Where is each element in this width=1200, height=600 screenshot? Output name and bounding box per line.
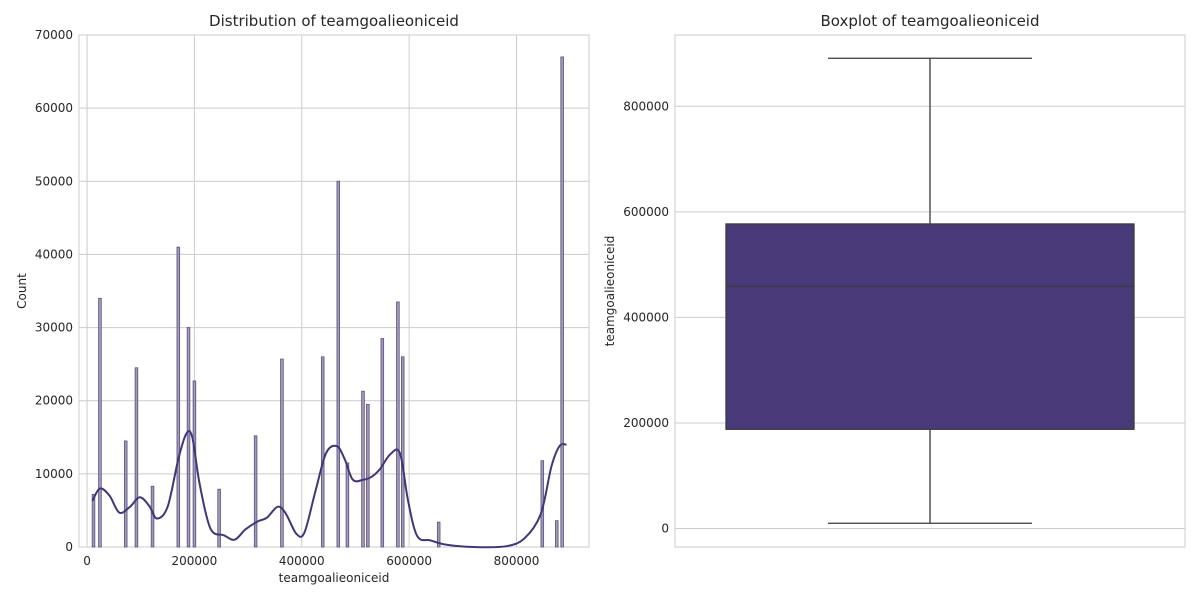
histogram-bar [186,327,191,548]
histogram-bar [192,380,197,548]
y-tick-label: 200000 [623,416,669,430]
boxplot-marks [725,57,1135,524]
iqr-box [725,223,1135,430]
histogram-plot-area [78,34,590,548]
histogram-bar [123,440,128,548]
x-tick-label: 800000 [494,554,540,568]
histogram-bar [253,435,258,548]
x-tick-label: 600000 [386,554,432,568]
histogram-bar [98,297,102,548]
histogram-bar [380,338,385,548]
y-tick-label: 600000 [623,205,669,219]
y-tick-label: 400000 [623,310,669,324]
histogram-bar [150,485,155,548]
y-tick-label: 800000 [623,99,669,113]
histogram-bar [320,356,325,548]
histogram-title: Distribution of teamgoalieoniceid [209,12,459,30]
y-tick-label: 30000 [35,321,73,335]
histogram-bar [436,521,441,548]
histogram-bar [400,356,405,548]
histogram-bar [345,462,350,548]
boxplot-title: Boxplot of teamgoalieoniceid [820,12,1039,30]
histogram-bar [91,493,96,548]
y-tick-label: 20000 [35,394,73,408]
histogram-bar [176,246,181,548]
y-tick-label: 0 [65,540,73,554]
histogram-y-label: Count [15,273,29,309]
histogram-y-ticks: 0 10000 20000 30000 40000 50000 60000 70000 [35,28,73,554]
histogram-gridlines [79,34,589,548]
histogram-bar [560,56,564,548]
x-tick-label: 0 [83,554,91,568]
y-tick-label: 40000 [35,247,73,261]
histogram-bar [134,367,139,548]
y-tick-label: 0 [661,522,669,536]
histogram-panel: 0 200000 400000 600000 800000 0 10000 20000 300… [15,12,590,585]
histogram-bar [217,488,221,548]
x-tick-label: 200000 [172,554,218,568]
histogram-bar [336,180,341,548]
boxplot-y-ticks: 0 200000 400000 600000 800000 [623,99,669,535]
histogram-x-ticks: 0 200000 400000 600000 800000 [83,554,539,568]
y-tick-label: 70000 [35,28,73,42]
histogram-bar [396,301,400,548]
histogram-bar [555,520,559,548]
kde-curve [91,429,567,549]
y-tick-label: 10000 [35,467,73,481]
histogram-x-label: teamgoalieoniceid [279,571,390,585]
x-tick-label: 400000 [279,554,325,568]
histogram-bar [366,403,370,548]
histogram-bars [91,56,564,548]
y-tick-label: 60000 [35,101,73,115]
boxplot-panel: 0 200000 400000 600000 800000 Boxplot of tea… [603,12,1186,548]
y-tick-label: 50000 [35,174,73,188]
histogram-bar [361,390,365,548]
histogram-bar [280,358,284,548]
boxplot-y-label: teamgoalieoniceid [603,236,617,347]
